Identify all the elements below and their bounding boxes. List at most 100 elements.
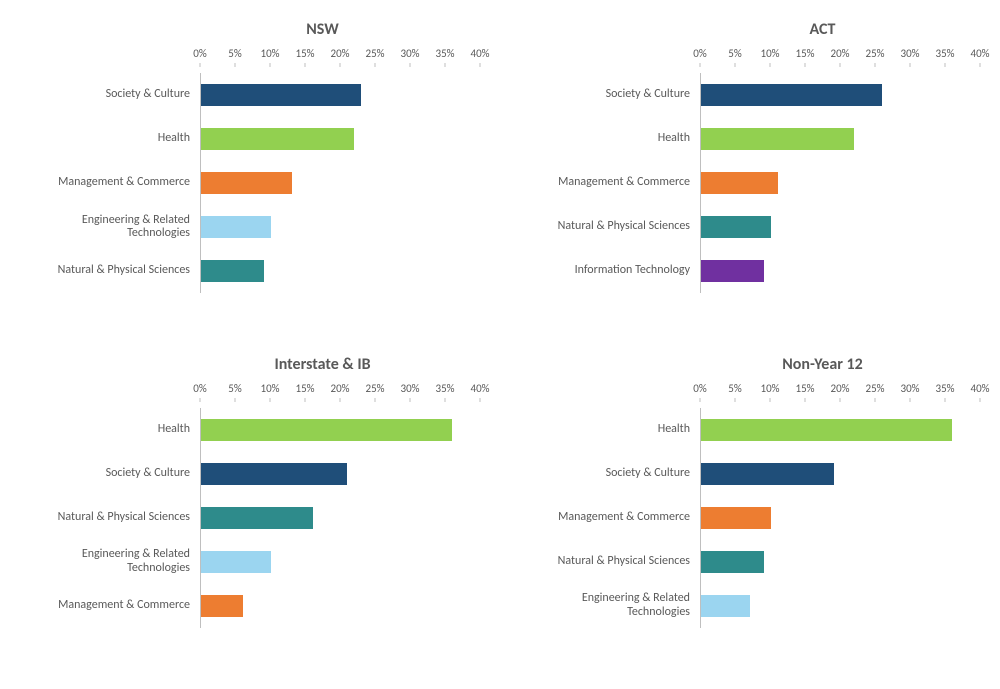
axis-tick-label: 25%: [865, 382, 884, 395]
bar-label: Society & Culture: [520, 467, 700, 480]
axis-tick-label: 10%: [260, 382, 279, 395]
bar-label: Society & Culture: [520, 88, 700, 101]
bar-label: Management & Commerce: [520, 176, 700, 189]
bar-fill: [201, 128, 354, 150]
axis-tick-label: 20%: [330, 47, 349, 60]
bar-row: Engineering & Related Technologies: [20, 205, 480, 249]
bar-row: Health: [520, 117, 980, 161]
chart-panel: ACT0%5%10%15%20%25%30%35%40%Society & Cu…: [520, 20, 980, 335]
bar-track: [700, 408, 980, 452]
bar-track: [700, 452, 980, 496]
axis-tick-label: 5%: [728, 47, 741, 60]
bar-row: Natural & Physical Sciences: [520, 540, 980, 584]
bar-row: Management & Commerce: [520, 496, 980, 540]
axis-tick-label: 20%: [830, 382, 849, 395]
bar-fill: [201, 84, 361, 106]
bar-row: Natural & Physical Sciences: [20, 496, 480, 540]
bar-track: [200, 117, 480, 161]
bar-track: [200, 161, 480, 205]
bar-row: Society & Culture: [520, 452, 980, 496]
axis-tick-label: 15%: [295, 47, 314, 60]
bar-label: Health: [20, 132, 200, 145]
bar-row: Society & Culture: [20, 452, 480, 496]
bar-label: Health: [520, 132, 700, 145]
axis-tick-label: 35%: [935, 382, 954, 395]
bar-row: Health: [20, 408, 480, 452]
bar-fill: [201, 463, 347, 485]
chart-panel: Interstate & IB0%5%10%15%20%25%30%35%40%…: [20, 355, 480, 670]
bar-track: [700, 73, 980, 117]
bars-area: Society & Culture Health Management & Comm…: [520, 73, 980, 293]
bar-track: [200, 205, 480, 249]
bar-fill: [701, 463, 834, 485]
axis-tick-label: 25%: [365, 382, 384, 395]
bar-row: Engineering & Related Technologies: [20, 540, 480, 584]
axis-tick-label: 30%: [400, 382, 419, 395]
axis-tick-label: 35%: [935, 47, 954, 60]
bar-fill: [201, 507, 313, 529]
axis-tick-label: 40%: [970, 47, 989, 60]
bar-label: Health: [520, 423, 700, 436]
axis-tick-label: 0%: [193, 382, 206, 395]
bar-fill: [701, 84, 882, 106]
bar-row: Information Technology: [520, 249, 980, 293]
axis-tick-label: 20%: [330, 382, 349, 395]
bar-label: Engineering & Related Technologies: [520, 592, 700, 618]
bars-area: Health Society & Culture Natural & Physica…: [20, 408, 480, 628]
bar-row: Society & Culture: [520, 73, 980, 117]
bar-track: [200, 408, 480, 452]
axis-tick-label: 30%: [900, 382, 919, 395]
axis-tick-label: 5%: [728, 382, 741, 395]
axis-tick-label: 10%: [260, 47, 279, 60]
x-axis: 0%5%10%15%20%25%30%35%40%: [520, 45, 980, 65]
bar-row: Management & Commerce: [520, 161, 980, 205]
x-axis: 0%5%10%15%20%25%30%35%40%: [520, 380, 980, 400]
chart-panel: NSW0%5%10%15%20%25%30%35%40%Society & Cu…: [20, 20, 480, 335]
bar-track: [200, 496, 480, 540]
bar-track: [200, 249, 480, 293]
bars-area: Society & CultureHealthManagement & Comm…: [20, 73, 480, 293]
bar-track: [700, 161, 980, 205]
x-axis: 0%5%10%15%20%25%30%35%40%: [20, 45, 480, 65]
bar-track: [700, 249, 980, 293]
axis-tick-label: 5%: [228, 47, 241, 60]
bar-label: Information Technology: [520, 264, 700, 277]
bar-label: Natural & Physical Sciences: [20, 511, 200, 524]
bar-track: [200, 73, 480, 117]
bar-fill: [701, 128, 854, 150]
axis-tick-label: 10%: [760, 382, 779, 395]
bar-label: Health: [20, 423, 200, 436]
axis-tick-label: 15%: [295, 382, 314, 395]
bar-fill: [701, 260, 764, 282]
bar-label: Natural & Physical Sciences: [20, 264, 200, 277]
bar-row: Management & Commerce: [20, 161, 480, 205]
axis-tick-label: 10%: [760, 47, 779, 60]
bar-label: Society & Culture: [20, 467, 200, 480]
axis-tick-label: 35%: [435, 47, 454, 60]
axis-tick-label: 0%: [193, 47, 206, 60]
panel-title: NSW: [165, 20, 480, 39]
bar-track: [700, 205, 980, 249]
bar-fill: [201, 260, 264, 282]
axis-tick-label: 35%: [435, 382, 454, 395]
bar-track: [200, 584, 480, 628]
panel-title: Non-Year 12: [665, 355, 980, 374]
bar-row: Management & Commerce: [20, 584, 480, 628]
bar-label: Engineering & Related Technologies: [20, 214, 200, 240]
bar-row: Health: [520, 408, 980, 452]
panel-title: ACT: [665, 20, 980, 39]
axis-tick-label: 0%: [693, 47, 706, 60]
bar-fill: [201, 419, 452, 441]
bar-fill: [201, 216, 271, 238]
chart-panel: Non-Year 120%5%10%15%20%25%30%35%40%Heal…: [520, 355, 980, 670]
bar-row: Natural & Physical Sciences: [520, 205, 980, 249]
axis-tick-label: 40%: [470, 382, 489, 395]
axis-tick-label: 30%: [400, 47, 419, 60]
bar-label: Management & Commerce: [520, 511, 700, 524]
bars-area: Health Society & Culture Management & Comm…: [520, 408, 980, 628]
bar-track: [700, 584, 980, 628]
bar-row: Natural & Physical Sciences: [20, 249, 480, 293]
bar-fill: [701, 551, 764, 573]
axis-tick-label: 15%: [795, 47, 814, 60]
bar-label: Management & Commerce: [20, 176, 200, 189]
